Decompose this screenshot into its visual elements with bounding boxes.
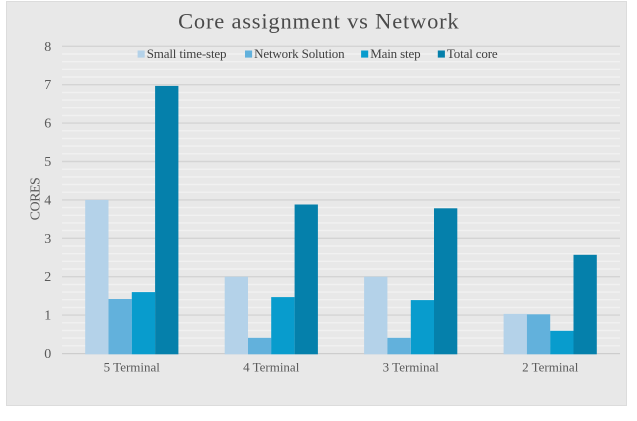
svg-text:2: 2 [44, 270, 51, 285]
svg-text:8: 8 [44, 40, 51, 55]
svg-text:5 Terminal: 5 Terminal [104, 359, 161, 374]
svg-text:Total core: Total core [447, 46, 498, 61]
svg-text:1: 1 [44, 309, 51, 324]
svg-text:Main step: Main step [370, 46, 420, 61]
svg-text:Network Solution: Network Solution [254, 46, 345, 61]
svg-text:4: 4 [44, 193, 51, 208]
svg-text:Core assignment vs Network: Core assignment vs Network [178, 8, 459, 33]
svg-text:2 Terminal: 2 Terminal [522, 359, 579, 374]
svg-text:7: 7 [44, 78, 51, 93]
svg-text:4 Terminal: 4 Terminal [243, 359, 300, 374]
svg-text:0: 0 [44, 347, 51, 362]
svg-text:3 Terminal: 3 Terminal [383, 359, 440, 374]
svg-text:Small time-step: Small time-step [147, 46, 227, 61]
svg-text:6: 6 [44, 117, 51, 132]
svg-text:5: 5 [44, 155, 51, 170]
svg-text:3: 3 [44, 232, 51, 247]
svg-text:CORES: CORES [28, 178, 43, 221]
